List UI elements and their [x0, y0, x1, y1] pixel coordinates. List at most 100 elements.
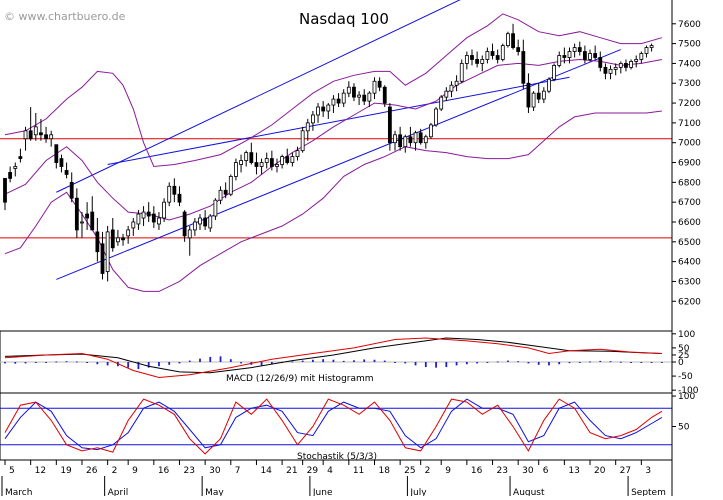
candle-up — [157, 217, 161, 225]
candle-up — [105, 231, 110, 272]
price-tick-label: 6200 — [678, 297, 701, 307]
macd-histogram-bar — [548, 362, 550, 366]
candle-up — [588, 53, 592, 60]
x-tick-label: 29 — [307, 466, 319, 476]
macd-histogram-bar — [312, 359, 314, 362]
candle-down — [151, 213, 156, 223]
x-axis: 5 12 19 26 2 9 16 23 30 7 14 21 29 4 11 18 25 2 9 16 23 30 6 13… — [0, 0, 673, 498]
macd-histogram-bar — [486, 362, 489, 363]
macd-histogram-bar — [507, 360, 509, 362]
candle-down — [100, 243, 105, 274]
macd-histogram-bar — [209, 356, 212, 362]
candle-up — [234, 162, 238, 177]
candle-up — [141, 211, 146, 219]
candle-up — [464, 55, 469, 64]
price-tick-label: 7400 — [678, 59, 701, 69]
month-label: June — [312, 488, 333, 496]
x-tick-label: 5 — [9, 466, 15, 476]
bollinger-middle — [4, 58, 662, 221]
candle-up — [346, 86, 351, 94]
candle-up — [280, 156, 285, 165]
macd-histogram-bar — [568, 362, 571, 364]
month-label: July — [409, 488, 427, 496]
x-tick-label: 9 — [445, 466, 451, 476]
macd-histogram-bar — [14, 362, 17, 364]
macd-histogram-bar — [4, 362, 6, 364]
candle-down — [418, 132, 423, 144]
candle-up — [634, 59, 639, 62]
candle-up — [639, 53, 644, 60]
x-tick-label: 16 — [471, 466, 483, 476]
x-tick-label: 30 — [209, 466, 221, 476]
candle-down — [44, 134, 48, 140]
candle-down — [398, 134, 403, 148]
x-tick-label: 11 — [353, 466, 364, 476]
candle-down — [562, 55, 567, 58]
price-tick-label: 7300 — [678, 79, 701, 89]
macd-signal-line — [4, 337, 662, 374]
price-tick-label: 6800 — [678, 178, 701, 188]
macd-histogram-bar — [476, 362, 479, 364]
macd-histogram-bar — [599, 360, 602, 362]
candle-up — [300, 130, 305, 152]
candle-up — [485, 51, 490, 60]
x-tick-label: 26 — [86, 466, 98, 476]
candle-up — [295, 150, 300, 157]
macd-histogram-bar — [455, 362, 458, 366]
macd-histogram-bar — [383, 360, 386, 362]
macd-line — [4, 337, 662, 379]
stochastic-label: Stochastik (5/3/3) — [297, 452, 377, 462]
candle-up — [459, 63, 464, 82]
candle-up — [131, 221, 136, 229]
candle-up — [167, 185, 172, 203]
macd-histogram-bar — [404, 362, 407, 364]
price-tick-label: 6300 — [678, 277, 701, 287]
candle-up — [208, 215, 213, 229]
candle-down — [582, 51, 587, 60]
candle-down — [28, 130, 33, 140]
macd-histogram-bar — [619, 361, 622, 363]
x-tick-label: 19 — [60, 466, 72, 476]
candle-up — [567, 51, 572, 58]
candle-up — [213, 199, 218, 217]
macd-histogram-bar — [96, 362, 99, 365]
month-label: August — [513, 488, 545, 496]
x-tick-label: 2 — [112, 466, 118, 476]
macd-histogram-bar — [322, 359, 325, 362]
macd-tick-label: 50 — [678, 344, 690, 354]
macd-histogram-bar — [558, 362, 561, 365]
macd-histogram-bar — [158, 362, 160, 367]
macd-tick-label: 100 — [678, 330, 695, 340]
candle-up — [357, 94, 361, 98]
macd-histogram-bar — [55, 361, 58, 363]
candle-down — [121, 237, 125, 241]
macd-histogram-bar — [86, 362, 89, 363]
candle-down — [598, 57, 603, 68]
candle-up — [557, 55, 562, 66]
price-tick-label: 6700 — [678, 198, 701, 208]
candle-down — [182, 211, 187, 237]
candle-up — [403, 136, 408, 148]
candle-down — [59, 158, 64, 167]
candle-up — [162, 201, 166, 219]
candle-down — [269, 158, 274, 167]
x-tick-label: 30 — [522, 466, 534, 476]
candle-down — [475, 59, 480, 64]
candle-up — [429, 124, 433, 138]
x-tick-label: 4 — [327, 466, 333, 476]
candle-down — [285, 156, 290, 163]
macd-histogram-bar — [517, 361, 520, 363]
chart-title: Nasdaq 100 — [299, 10, 389, 28]
candle-up — [613, 66, 618, 70]
x-tick-label: 23 — [183, 466, 194, 476]
macd-histogram-bar — [34, 362, 37, 363]
candle-down — [408, 136, 413, 144]
candle-up — [506, 33, 510, 46]
x-tick-label: 6 — [543, 466, 549, 476]
candle-up — [372, 80, 377, 94]
candle-down — [603, 66, 608, 74]
macd-histogram-bar — [127, 362, 130, 368]
x-tick-label: 27 — [620, 466, 631, 476]
candle-up — [367, 92, 372, 102]
macd-histogram-bar — [640, 362, 643, 363]
